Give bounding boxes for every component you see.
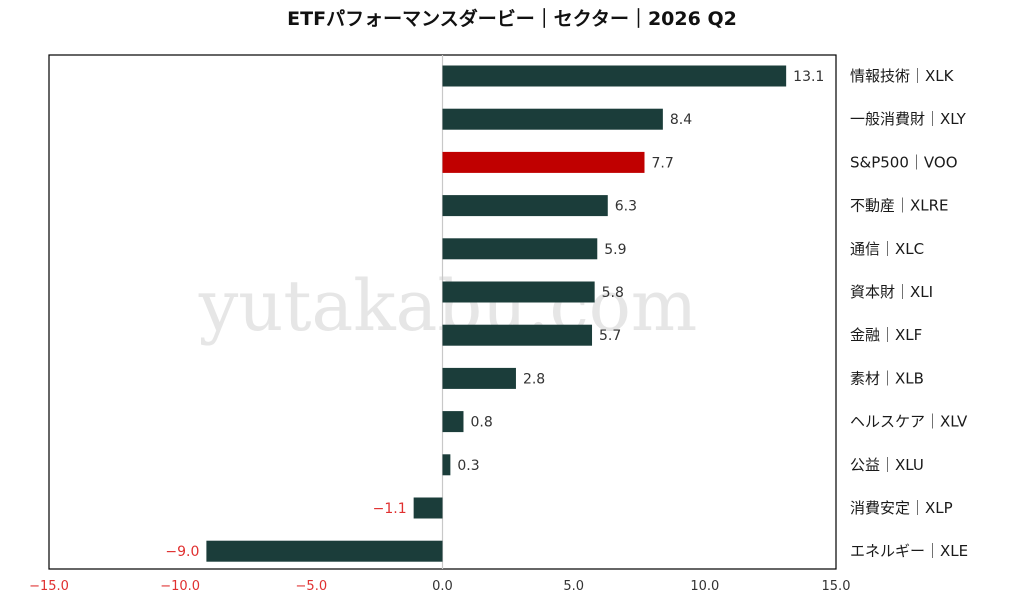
category-label-9: 公益｜XLU	[850, 456, 924, 474]
data-label-6: 5.7	[599, 328, 621, 344]
x-tick-label-5: 10.0	[690, 579, 719, 594]
data-label-10: −1.1	[373, 501, 407, 517]
category-label-10: 消費安定｜XLP	[850, 499, 953, 517]
bar-8	[442, 411, 464, 433]
x-tick-label-1: −10.0	[160, 579, 200, 594]
data-label-9: 0.3	[457, 458, 479, 474]
bar-10	[413, 497, 443, 519]
bar-11	[206, 540, 443, 562]
category-label-11: エネルギー｜XLE	[850, 542, 968, 560]
category-label-7: 素材｜XLB	[850, 369, 924, 387]
category-label-8: ヘルスケア｜XLV	[850, 413, 968, 431]
x-tick-label-6: 15.0	[822, 579, 851, 594]
x-tick-label-2: −5.0	[296, 579, 328, 594]
data-label-4: 5.9	[604, 242, 626, 258]
x-tick-label-0: −15.0	[29, 579, 69, 594]
x-tick-labels-group: −15.0 −10.0 −5.0 0.0 5.0 10.0 15.0	[29, 579, 850, 594]
bar-6	[442, 324, 593, 346]
category-label-5: 資本財｜XLI	[850, 283, 933, 301]
bar-9	[442, 454, 451, 476]
bar-7	[442, 367, 516, 389]
bar-2	[442, 151, 645, 173]
chart-title: ETFパフォーマンスダービー｜セクター｜2026 Q2	[287, 7, 737, 30]
bar-1	[442, 108, 663, 130]
data-label-1: 8.4	[670, 112, 692, 128]
category-label-4: 通信｜XLC	[850, 240, 924, 258]
data-label-8: 0.8	[470, 415, 492, 431]
data-label-3: 6.3	[615, 199, 637, 215]
x-tick-label-3: 0.0	[432, 579, 453, 594]
bar-3	[442, 195, 608, 217]
category-label-0: 情報技術｜XLK	[850, 67, 955, 85]
data-labels-group: 13.1 8.4 7.7 6.3 5.9 5.8 5.7 2.8 0.8 0.3 −1.1 −9.0	[165, 69, 824, 560]
bar-5	[442, 281, 595, 303]
bars-group	[206, 65, 787, 562]
bar-0	[442, 65, 787, 87]
bar-4	[442, 238, 598, 260]
data-label-0: 13.1	[793, 69, 824, 85]
data-label-5: 5.8	[602, 285, 624, 301]
category-label-6: 金融｜XLF	[850, 326, 922, 344]
x-tick-label-4: 5.0	[563, 579, 584, 594]
category-label-1: 一般消費財｜XLY	[850, 110, 967, 128]
category-label-3: 不動産｜XLRE	[850, 197, 949, 215]
category-labels-group: 情報技術｜XLK 一般消費財｜XLY S&P500｜VOO 不動産｜XLRE 通信｜XL…	[850, 67, 968, 560]
data-label-7: 2.8	[523, 371, 545, 387]
data-label-2: 7.7	[651, 155, 673, 171]
category-label-2: S&P500｜VOO	[850, 153, 958, 171]
data-label-11: −9.0	[165, 544, 199, 560]
